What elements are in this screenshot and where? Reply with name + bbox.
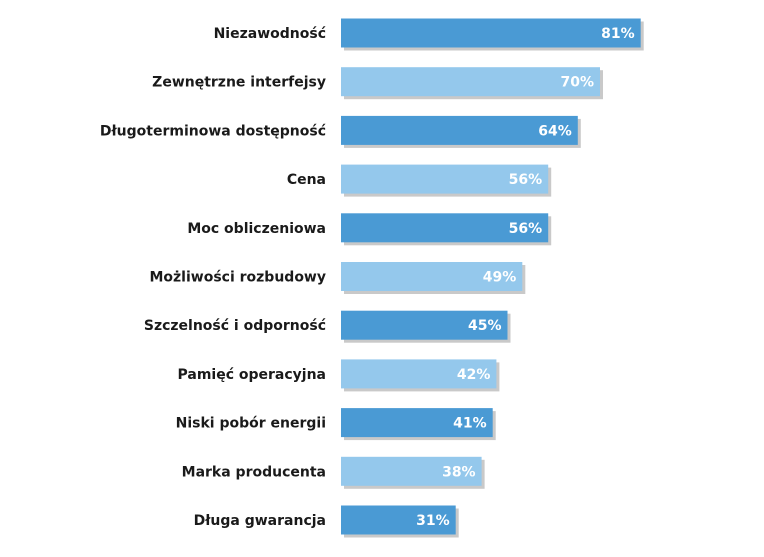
- labels-layer: Niezawodność 81% Zewnętrzne interfejsy 70% D…: [100, 26, 635, 529]
- value-label: 56%: [509, 172, 543, 188]
- category-label: Szczelność i odporność: [144, 318, 326, 334]
- bar: [341, 505, 456, 535]
- bar: [341, 310, 508, 340]
- value-label: 38%: [442, 464, 476, 480]
- value-label: 81%: [601, 26, 635, 42]
- bar: [341, 164, 549, 194]
- category-label: Zewnętrzne interfejsy: [152, 75, 326, 91]
- value-label: 45%: [468, 318, 502, 334]
- bar: [341, 456, 482, 486]
- bar: [341, 408, 493, 438]
- value-label: 64%: [538, 123, 572, 139]
- value-label: 42%: [457, 367, 491, 383]
- bar: [341, 18, 641, 48]
- category-label: Marka producenta: [182, 464, 326, 480]
- bar: [341, 262, 523, 291]
- value-label: 31%: [416, 513, 450, 529]
- category-label: Moc obliczeniowa: [187, 221, 326, 237]
- category-label: Długoterminowa dostępność: [100, 123, 326, 139]
- bar: [341, 359, 497, 389]
- value-label: 70%: [560, 75, 594, 91]
- category-label: Możliwości rozbudowy: [149, 270, 326, 286]
- category-label: Niezawodność: [214, 26, 326, 42]
- bar: [341, 213, 549, 243]
- category-label: Pamięć operacyjna: [177, 367, 326, 383]
- category-label: Cena: [287, 172, 326, 188]
- bars-layer: [341, 18, 644, 538]
- value-label: 49%: [483, 270, 517, 286]
- bar: [341, 115, 578, 145]
- value-label: 41%: [453, 416, 487, 432]
- value-label: 56%: [509, 221, 543, 237]
- category-label: Niski pobór energii: [176, 416, 326, 432]
- category-label: Długa gwarancja: [194, 513, 326, 529]
- bar: [341, 67, 600, 97]
